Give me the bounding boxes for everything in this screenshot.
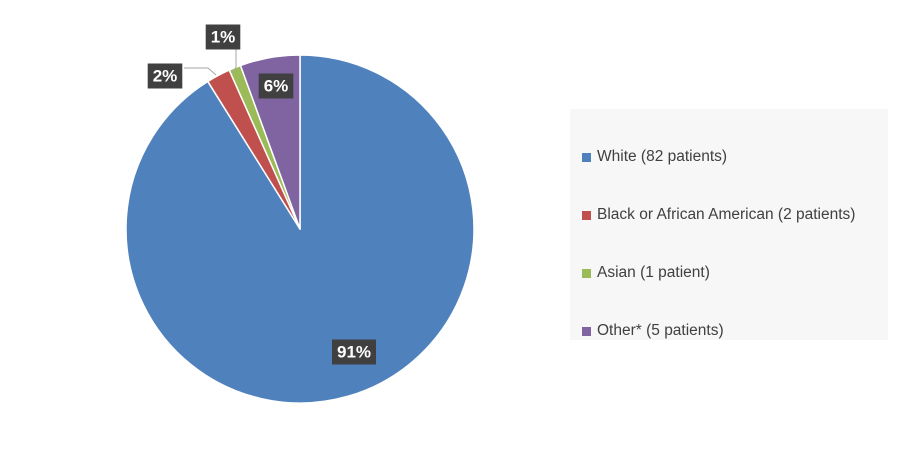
legend-label-4: Other* (5 patients) <box>597 322 724 339</box>
legend-swatch-3 <box>582 268 591 278</box>
legend-swatch-4 <box>582 326 591 336</box>
data-label-1: 91% <box>332 339 376 365</box>
legend-swatch-2 <box>582 210 591 220</box>
data-label-text-1: 91% <box>337 343 371 362</box>
legend-item-2: Black or African American (2 patients) <box>582 186 888 244</box>
legend-item-4: Other* (5 patients) <box>582 302 888 360</box>
data-label-box-2 <box>147 63 183 89</box>
legend-swatch-1 <box>582 152 591 162</box>
legend-item-1: White (82 patients) <box>582 128 888 186</box>
data-label-box-3 <box>205 24 241 50</box>
data-label-2: 2% <box>147 63 183 89</box>
legend-label-1: White (82 patients) <box>597 148 728 165</box>
legend-label-3: Asian (1 patient) <box>597 264 710 281</box>
legend: White (82 patients) Black or African Amer… <box>570 109 888 340</box>
leader-line-2 <box>184 67 217 76</box>
data-label-text-3: 1% <box>211 28 236 47</box>
data-label-box-1 <box>332 339 376 365</box>
data-label-text-4: 6% <box>264 77 289 96</box>
leader-line-3 <box>232 49 237 74</box>
data-label-3: 1% <box>205 24 241 50</box>
legend-label-2: Black or African American (2 patients) <box>597 206 856 223</box>
legend-list: White (82 patients) Black or African Amer… <box>570 109 888 360</box>
data-label-text-2: 2% <box>153 67 178 86</box>
legend-item-3: Asian (1 patient) <box>582 244 888 302</box>
data-label-box-4 <box>258 73 294 99</box>
data-label-4: 6% <box>258 73 294 99</box>
